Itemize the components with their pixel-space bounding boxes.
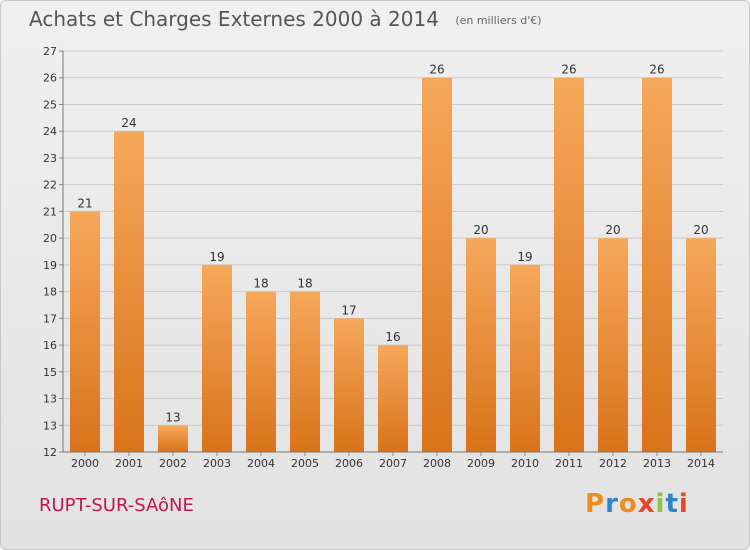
bar-2007 [378, 345, 408, 452]
chart-subtitle: (en milliers d'€) [455, 14, 542, 27]
bar-2001 [114, 131, 144, 452]
x-tick-label: 2005 [291, 457, 319, 470]
y-tick-label: 25 [43, 98, 57, 111]
x-tick-label: 2001 [115, 457, 143, 470]
data-label: 13 [165, 410, 180, 424]
data-label: 20 [473, 223, 488, 237]
y-tick-label: 21 [43, 205, 57, 218]
x-tick-label: 2009 [467, 457, 495, 470]
x-tick-label: 2013 [643, 457, 671, 470]
bar-2004 [246, 291, 276, 452]
bar-2005 [290, 291, 320, 452]
x-axis-ticks: 2000 2001 2002 2003 2004 2005 2006 2007 2008 2009… [71, 452, 715, 470]
logo-letter: x [637, 489, 656, 519]
data-label: 18 [253, 277, 268, 291]
x-tick-label: 2014 [687, 457, 715, 470]
y-tick-label: 20 [43, 232, 57, 245]
x-tick-label: 2010 [511, 457, 539, 470]
x-tick-label: 2008 [423, 457, 451, 470]
logo-letter: r [605, 489, 619, 519]
axes [62, 51, 723, 453]
x-tick-label: 2000 [71, 457, 99, 470]
data-label: 20 [693, 223, 708, 237]
logo-letter: t [665, 489, 679, 519]
data-label: 16 [385, 330, 400, 344]
data-label: 24 [121, 116, 136, 130]
y-tick-label: 12 [43, 446, 57, 459]
data-label: 19 [209, 250, 224, 264]
y-axis-ticks: 12 13 13 15 16 17 18 19 20 21 22 23 24 25 26 27 [43, 45, 63, 459]
bar-2010 [510, 264, 540, 452]
logo-letter: i [655, 489, 666, 519]
bar-2009 [466, 238, 496, 452]
logo-letter: P [585, 489, 606, 519]
y-tick-label: 26 [43, 72, 57, 85]
y-tick-label: 19 [43, 259, 57, 272]
y-tick-label: 23 [43, 152, 57, 165]
bar-2000 [70, 211, 100, 452]
x-tick-label: 2003 [203, 457, 231, 470]
bar-2003 [202, 264, 232, 452]
x-tick-label: 2002 [159, 457, 187, 470]
bars [70, 77, 716, 452]
bar-2002 [158, 425, 188, 452]
y-tick-label: 17 [43, 312, 57, 325]
logo-letter: o [618, 489, 638, 519]
y-tick-label: 13 [43, 393, 57, 406]
bar-2006 [334, 318, 364, 452]
proxiti-logo[interactable]: Proxiti [585, 489, 689, 519]
y-tick-label: 24 [43, 125, 57, 138]
x-tick-label: 2012 [599, 457, 627, 470]
bar-2011 [554, 77, 584, 452]
y-tick-label: 16 [43, 339, 57, 352]
y-tick-label: 22 [43, 179, 57, 192]
data-label: 26 [561, 63, 576, 77]
y-tick-label: 13 [43, 419, 57, 432]
chart-title: Achats et Charges Externes 2000 à 2014 (… [29, 7, 542, 31]
y-tick-label: 27 [43, 45, 57, 58]
data-label: 18 [297, 277, 312, 291]
bar-2008 [422, 77, 452, 452]
data-label: 26 [429, 63, 444, 77]
data-label: 26 [649, 63, 664, 77]
bar-2012 [598, 238, 628, 452]
chart-title-text: Achats et Charges Externes 2000 à 2014 [29, 7, 439, 31]
bar-2014 [686, 238, 716, 452]
bar-2013 [642, 77, 672, 452]
logo-letter: i [678, 489, 689, 519]
data-labels: 21 24 13 19 18 18 17 16 26 20 19 26 20 26 20 [77, 63, 708, 425]
data-label: 19 [517, 250, 532, 264]
x-tick-label: 2011 [555, 457, 583, 470]
data-label: 17 [341, 303, 356, 317]
x-tick-label: 2007 [379, 457, 407, 470]
data-label: 21 [77, 196, 92, 210]
y-tick-label: 18 [43, 286, 57, 299]
data-label: 20 [605, 223, 620, 237]
x-tick-label: 2004 [247, 457, 275, 470]
commune-name: RUPT-SUR-SAôNE [39, 495, 194, 516]
x-tick-label: 2006 [335, 457, 363, 470]
y-tick-label: 15 [43, 366, 57, 379]
